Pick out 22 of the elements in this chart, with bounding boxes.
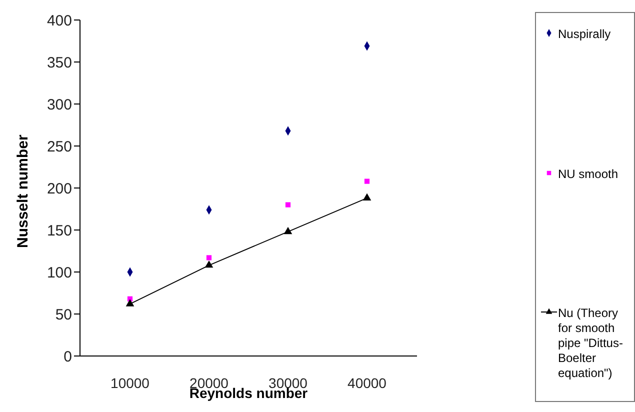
y-tick-label: 300 [46,96,72,114]
y-axis-title: Nusselt number [14,134,32,248]
x-tick-label: 40000 [348,374,387,391]
y-tick-label: 50 [55,306,72,324]
y-tick-label: 100 [46,264,72,282]
point [204,260,214,268]
legend-label: Nuspirally [558,27,611,42]
x-tick-label: 10000 [110,374,150,391]
y-tick-label: 200 [46,180,72,198]
point [364,178,370,184]
legend-label: Nu (Theory for smooth pipe "Dittus-Boelter equation") [558,306,624,381]
y-tick-label: 0 [64,348,72,366]
point [284,226,292,234]
legend-label: NU smooth [558,166,618,182]
point [362,193,372,200]
y-tick-label: 150 [46,222,72,240]
y-tick-label: 400 [46,12,72,30]
point [206,255,212,260]
point [126,299,134,306]
y-tick-label: 250 [46,138,72,156]
point [285,202,291,208]
y-tick-label: 350 [46,54,72,72]
